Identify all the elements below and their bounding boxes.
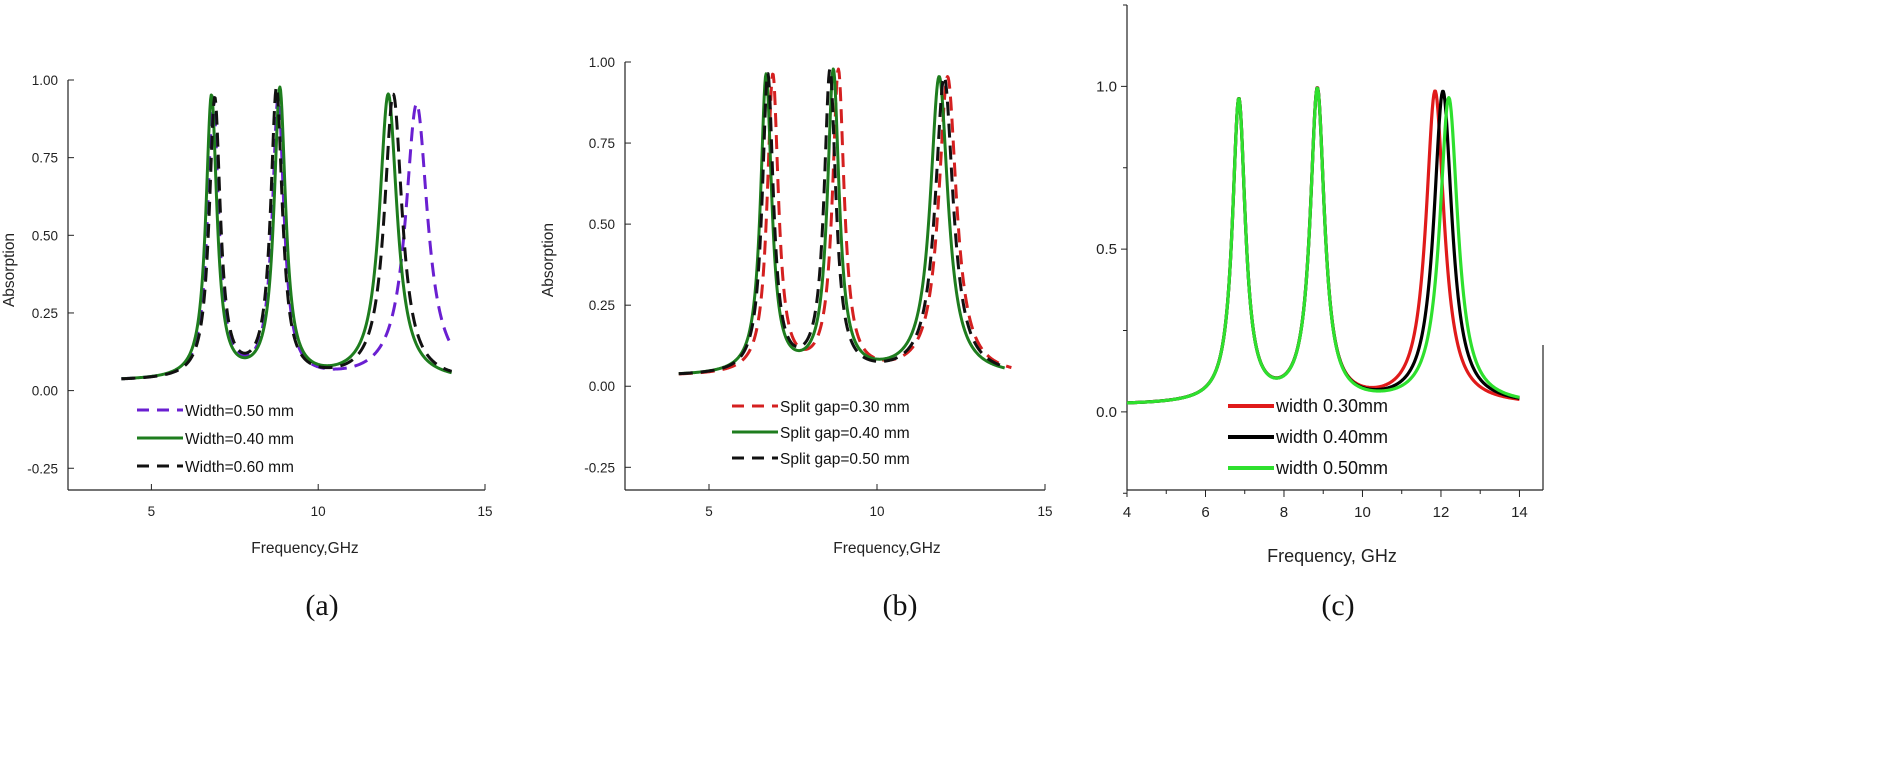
series-line-3 xyxy=(677,67,1006,376)
y-tick-label: 0.50 xyxy=(32,228,58,243)
legend-label-2: Split gap=0.40 mm xyxy=(780,425,910,442)
legend-label-2: width 0.40mm xyxy=(1275,427,1388,447)
y-tick-label: -0.25 xyxy=(27,461,58,476)
x-tick-label: 8 xyxy=(1280,504,1288,521)
legend-label-2: Width=0.40 mm xyxy=(185,431,294,448)
legend-label-3: Width=0.60 mm xyxy=(185,459,294,476)
x-tick-label: 10 xyxy=(1354,504,1371,521)
y-tick-label: 0.25 xyxy=(589,298,615,313)
x-tick-label: 14 xyxy=(1511,504,1528,521)
x-tick-label: 15 xyxy=(1037,504,1052,519)
chart-panel-c: 1.0 0.5 0.0 4 6 8 10 12 14 Frequency, GHz width 0.… xyxy=(1096,4,1544,622)
legend-label-1: width 0.30mm xyxy=(1275,396,1388,416)
y-tick-label: 1.0 xyxy=(1096,78,1117,95)
panel-label: (c) xyxy=(1321,589,1354,622)
y-tick-label: 0.00 xyxy=(589,379,615,394)
y-tick-label: 1.00 xyxy=(32,73,58,88)
x-tick-label: 10 xyxy=(869,504,884,519)
y-tick-label: 0.0 xyxy=(1096,404,1117,421)
y-tick-label: 0.50 xyxy=(589,217,615,232)
y-axis-label: Absorption xyxy=(1,233,18,307)
panel-label: (a) xyxy=(305,589,338,622)
y-axis-label: Absorption xyxy=(540,223,557,297)
series-line-1 xyxy=(677,67,1013,376)
x-tick-label: 6 xyxy=(1201,504,1209,521)
y-tick-label: 0.25 xyxy=(32,306,58,321)
x-axis-label: Frequency, GHz xyxy=(1267,546,1397,566)
x-tick-label: 5 xyxy=(148,504,156,519)
series-line-3 xyxy=(1126,86,1521,405)
panel-label: (b) xyxy=(883,589,918,622)
y-tick-label: 0.75 xyxy=(32,151,58,166)
legend-label-3: width 0.50mm xyxy=(1275,458,1388,478)
y-tick-label: 0.00 xyxy=(32,384,58,399)
series-line-3 xyxy=(120,85,453,381)
y-tick-label: 0.75 xyxy=(589,136,615,151)
x-tick-label: 5 xyxy=(705,504,713,519)
y-tick-label: 1.00 xyxy=(589,55,615,70)
x-axis-label: Frequency,GHz xyxy=(833,540,940,557)
series-line-2 xyxy=(120,85,453,381)
y-tick-label: -0.25 xyxy=(584,460,615,475)
x-tick-label: 12 xyxy=(1433,504,1450,521)
legend-label-1: Width=0.50 mm xyxy=(185,403,294,420)
x-tick-label: 15 xyxy=(477,504,492,519)
x-tick-label: 4 xyxy=(1123,504,1131,521)
chart-panel-b: 1.00 0.75 0.50 0.25 0.00 -0.25 5 10 15 Absorption… xyxy=(540,55,1053,622)
legend-label-3: Split gap=0.50 mm xyxy=(780,451,910,468)
legend-label-1: Split gap=0.30 mm xyxy=(780,399,910,416)
chart-panel-a: 1.00 0.75 0.50 0.25 0.00 -0.25 5 10 15 Absorption… xyxy=(1,73,493,622)
x-axis-label: Frequency,GHz xyxy=(251,540,358,557)
x-tick-label: 10 xyxy=(311,504,326,519)
y-tick-label: 0.5 xyxy=(1096,241,1117,258)
